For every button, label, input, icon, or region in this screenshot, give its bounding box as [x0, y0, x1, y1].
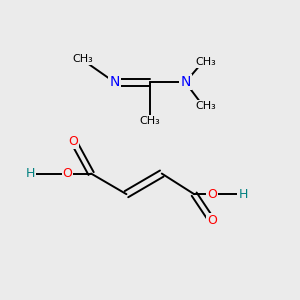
Text: O: O: [63, 167, 73, 180]
Text: N: N: [110, 75, 120, 89]
Text: CH₃: CH₃: [196, 101, 216, 111]
Text: O: O: [207, 188, 217, 201]
Text: CH₃: CH₃: [196, 57, 216, 67]
Text: CH₃: CH₃: [140, 116, 160, 126]
Text: H: H: [238, 188, 248, 201]
Text: O: O: [207, 214, 217, 227]
Text: H: H: [26, 167, 35, 180]
Text: CH₃: CH₃: [72, 54, 93, 64]
Text: N: N: [180, 75, 190, 89]
Text: O: O: [68, 135, 78, 148]
